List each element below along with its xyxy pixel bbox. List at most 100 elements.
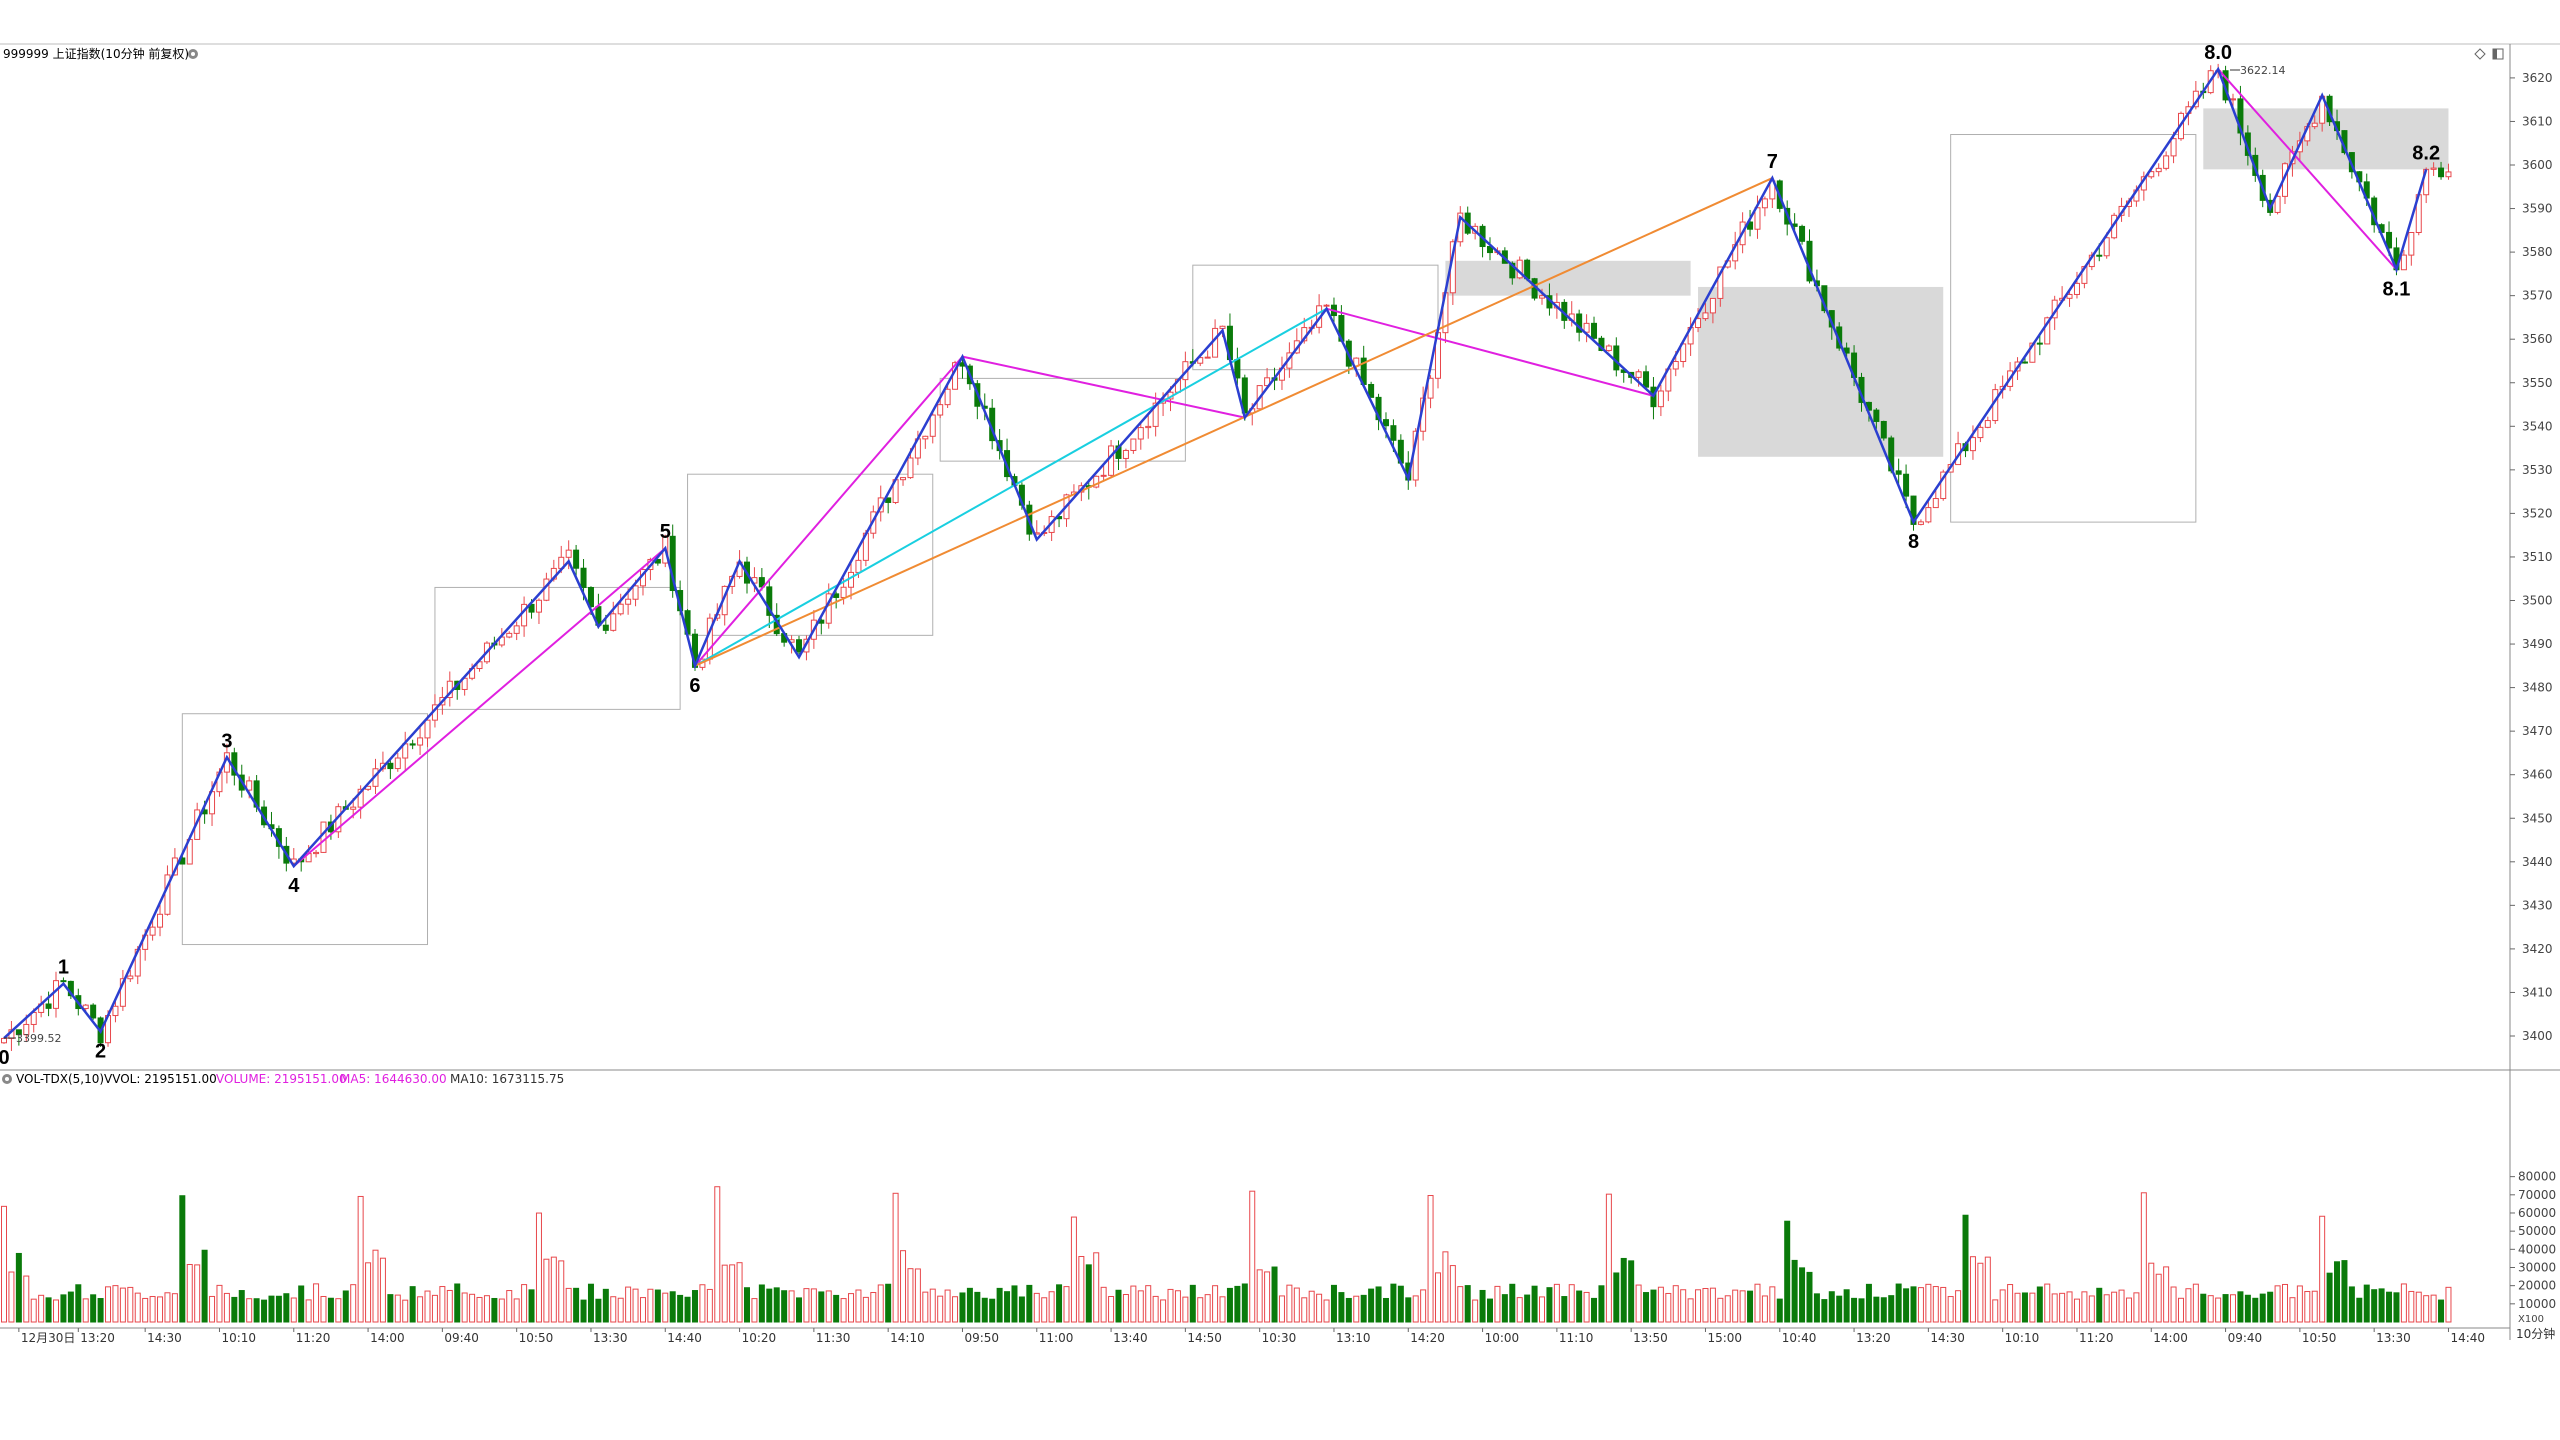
price-tick-label: 3480 bbox=[2522, 681, 2553, 695]
volume-bar bbox=[1256, 1269, 1263, 1323]
time-tick-label: 11:10 bbox=[1559, 1331, 1594, 1345]
candle-body bbox=[1108, 445, 1115, 476]
volume-bar bbox=[97, 1298, 104, 1323]
volume-bar bbox=[365, 1262, 372, 1323]
candle-body bbox=[2274, 195, 2281, 213]
volume-bar bbox=[1152, 1295, 1159, 1323]
volume-bar bbox=[989, 1298, 996, 1323]
diamond-icon[interactable] bbox=[2474, 48, 2486, 60]
volume-bar bbox=[959, 1292, 966, 1323]
wave-label-8: 8 bbox=[1908, 531, 1919, 553]
volume-tick-label: 60000 bbox=[2518, 1206, 2556, 1220]
vvol-value: VVOL: 2195151.00 bbox=[104, 1072, 217, 1086]
vol-menu-icon[interactable] bbox=[2, 1074, 12, 1084]
time-tick-label: 10:30 bbox=[1262, 1331, 1297, 1345]
volume-bar bbox=[2133, 1292, 2140, 1323]
volume-bar bbox=[1293, 1287, 1300, 1323]
volume-bar bbox=[2274, 1285, 2281, 1323]
volume-value: VOLUME: 2195151.00 bbox=[216, 1072, 347, 1086]
wave-labels: 0 1 2 3 4 5 6 7 8 8.0 8.1 8.2 bbox=[0, 42, 2440, 1069]
volume-bar bbox=[2445, 1286, 2452, 1323]
volume-bar bbox=[90, 1294, 97, 1323]
volume-bar bbox=[342, 1290, 349, 1323]
candle-body bbox=[513, 625, 520, 634]
volume-bar bbox=[1925, 1283, 1932, 1323]
candle-body bbox=[1264, 377, 1271, 387]
volume-bar bbox=[231, 1296, 238, 1323]
volume-bar bbox=[2118, 1289, 2125, 1323]
volume-tick-label: 10000 bbox=[2518, 1297, 2556, 1311]
volume-bar bbox=[751, 1298, 758, 1323]
volume-bar bbox=[2267, 1291, 2274, 1323]
wave-label-4: 4 bbox=[288, 875, 300, 897]
volume-bar bbox=[483, 1295, 490, 1323]
volume-bar bbox=[2244, 1294, 2251, 1323]
volume-bar bbox=[1041, 1297, 1048, 1323]
volume-bar bbox=[186, 1263, 193, 1323]
range-box bbox=[1950, 134, 2197, 523]
volume-bar bbox=[335, 1298, 342, 1323]
volume-bar bbox=[1769, 1286, 1776, 1323]
volume-bar bbox=[1531, 1285, 1538, 1323]
volume-bar bbox=[1449, 1265, 1456, 1323]
circle-menu-icon[interactable] bbox=[188, 49, 198, 59]
wave-label-7: 7 bbox=[1767, 151, 1778, 173]
price-tick-label: 3550 bbox=[2522, 376, 2553, 390]
candle-body bbox=[1, 1037, 7, 1044]
window-icon[interactable] bbox=[2492, 48, 2504, 60]
volume-bar bbox=[796, 1297, 803, 1323]
volume-bar bbox=[1561, 1296, 1568, 1323]
volume-bar bbox=[1204, 1294, 1211, 1323]
volume-bar bbox=[394, 1294, 401, 1323]
candle-body bbox=[528, 603, 535, 613]
volume-bar bbox=[1680, 1289, 1687, 1323]
price-tick-label: 3420 bbox=[2522, 942, 2553, 956]
volume-bar bbox=[2230, 1294, 2236, 1323]
volume-bar bbox=[1412, 1295, 1419, 1323]
time-tick-label: 10:10 bbox=[2005, 1331, 2040, 1345]
volume-bar bbox=[773, 1287, 780, 1323]
volume-bar bbox=[45, 1297, 52, 1323]
volume-bar bbox=[2304, 1291, 2311, 1323]
volume-bar bbox=[1501, 1294, 1508, 1323]
volume-bar bbox=[1784, 1220, 1791, 1323]
volume-bar bbox=[952, 1296, 959, 1323]
volume-bar bbox=[848, 1293, 855, 1323]
volume-bar bbox=[1791, 1259, 1798, 1323]
candle-body bbox=[1880, 420, 1887, 439]
volume-bar bbox=[1687, 1298, 1694, 1323]
volume-bar bbox=[2155, 1273, 2162, 1323]
volume-bar bbox=[803, 1288, 810, 1323]
candle-body bbox=[15, 1029, 22, 1036]
time-tick-label: 14:50 bbox=[1187, 1331, 1222, 1345]
volume-bar bbox=[112, 1285, 119, 1323]
volume-bar bbox=[1516, 1297, 1523, 1323]
candle-body bbox=[1122, 449, 1129, 459]
volume-bar bbox=[929, 1288, 936, 1323]
volume-bar bbox=[1977, 1262, 1984, 1323]
volume-bar bbox=[498, 1298, 505, 1323]
security-title: 999999 上证指数(10分钟 前复权) bbox=[3, 46, 189, 61]
volume-bar bbox=[1226, 1287, 1233, 1323]
volume-bar bbox=[1643, 1292, 1650, 1323]
volume-bar bbox=[1851, 1297, 1858, 1323]
volume-bar bbox=[402, 1299, 409, 1323]
volume-bar bbox=[179, 1195, 186, 1323]
volume-bar bbox=[1137, 1290, 1144, 1323]
candle-body bbox=[320, 821, 327, 853]
volume-bar bbox=[2423, 1295, 2430, 1323]
volume-bar bbox=[1189, 1284, 1196, 1323]
volume-bar bbox=[981, 1297, 988, 1323]
volume-bar bbox=[60, 1294, 67, 1323]
volume-bar bbox=[223, 1292, 230, 1323]
volume-bar bbox=[662, 1292, 669, 1323]
time-tick-label: 14:40 bbox=[2450, 1331, 2485, 1345]
volume-bar bbox=[535, 1212, 542, 1323]
candle-body bbox=[840, 586, 847, 598]
candle-body bbox=[2230, 98, 2236, 101]
volume-bar bbox=[654, 1289, 661, 1323]
volume-bar bbox=[1457, 1286, 1464, 1323]
candle-body bbox=[82, 1004, 89, 1010]
price-axis: 3400 3410 3420 3430 3440 3450 3460 3470 3480 3490… bbox=[2510, 71, 2553, 1043]
candle-body bbox=[1643, 371, 1650, 388]
